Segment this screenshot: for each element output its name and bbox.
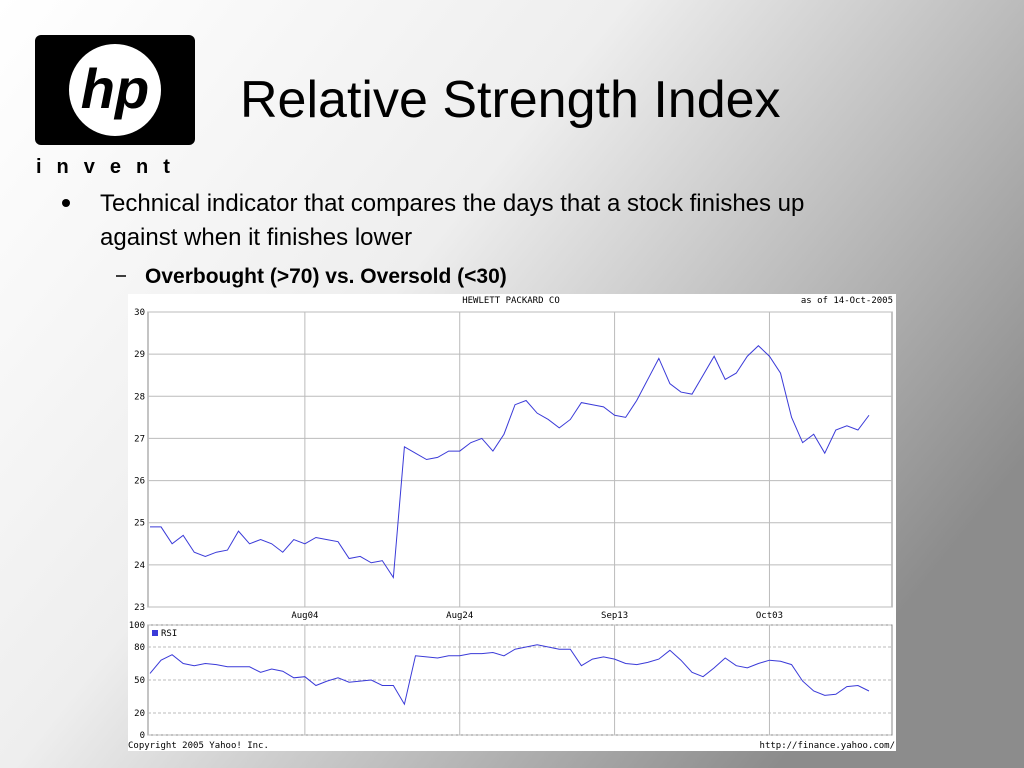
legend-label: RSI [161,629,177,639]
chart-footer: Copyright 2005 Yahoo! Inc. [128,741,269,751]
slide-title: Relative Strength Index [240,71,781,129]
y-tick-label: 28 [134,392,145,402]
chart-title: HEWLETT PACKARD CO [462,296,560,306]
legend-swatch [152,630,158,636]
y-tick-label: 0 [140,731,145,741]
bullet-text: against when it finishes lower [100,224,412,251]
y-tick-label: 30 [134,308,145,318]
y-tick-label: 29 [134,350,145,360]
y-tick-label: 80 [134,643,145,653]
y-tick-label: 100 [129,621,145,631]
logo: hp [81,57,149,120]
sub-bullet-text: Overbought (>70) vs. Oversold (<30) [145,265,507,288]
y-tick-label: 27 [134,434,145,444]
bullet-dot [62,199,70,207]
y-tick-label: 25 [134,519,145,529]
y-tick-label: 24 [134,561,145,571]
x-tick-label: Aug04 [291,611,318,621]
bullet-text: Technical indicator that compares the da… [100,190,804,217]
x-tick-label: Sep13 [601,611,628,621]
logo-circle [69,44,161,136]
chart-footer: http://finance.yahoo.com/ [760,741,895,751]
y-tick-label: 50 [134,676,145,686]
price-line [149,644,870,706]
y-tick-label: 20 [134,709,145,719]
y-tick-label: 23 [134,603,145,613]
price-line [150,345,870,579]
y-tick-label: 26 [134,477,145,487]
chart-subtitle: as of 14-Oct-2005 [801,296,893,306]
logo-tagline: invent [36,156,185,178]
x-tick-label: Oct03 [756,611,783,621]
x-tick-label: Aug24 [446,611,473,621]
